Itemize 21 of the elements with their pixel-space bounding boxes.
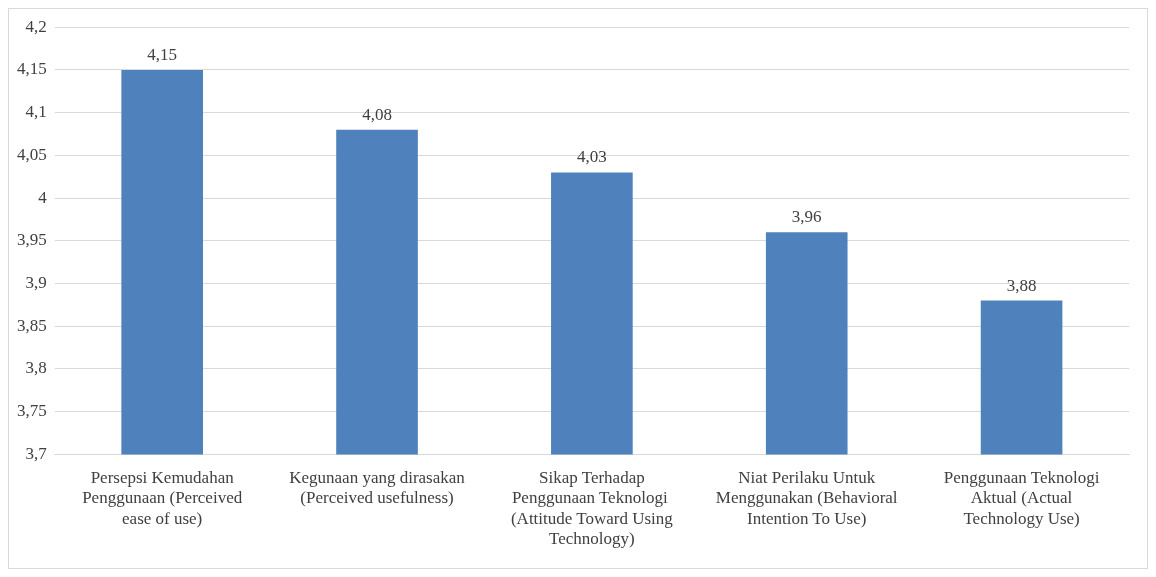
y-tick-label: 3,95 <box>17 230 47 250</box>
data-label: 4,08 <box>362 104 392 124</box>
y-tick-label: 4,15 <box>17 59 47 79</box>
y-tick-label: 4,2 <box>25 16 47 36</box>
data-label: 4,03 <box>577 147 607 167</box>
y-tick-label: 4,1 <box>25 102 47 122</box>
y-tick-label: 3,9 <box>25 272 47 292</box>
y-tick-label: 4,05 <box>17 144 47 164</box>
x-tick-label: Niat Perilaku Untuk Menggunakan (Behavioral Intention To Use) <box>715 468 898 528</box>
data-label: 3,96 <box>791 207 822 227</box>
y-tick-label: 3,8 <box>25 358 47 378</box>
data-label: 4,15 <box>147 44 178 64</box>
x-tick-label: Persepsi Kemudahan Penggunaan (Perceived ease of use) <box>82 468 243 528</box>
y-tick-label: 3,75 <box>17 401 47 421</box>
x-tick-label: Penggunaan Teknologi Aktual (Actual Technology Use) <box>943 468 1100 528</box>
y-tick-label: 3,85 <box>17 315 47 335</box>
x-tick-label: Kegunaan yang dirasakan (Perceived usefulness) <box>289 468 466 508</box>
y-tick-label: 4 <box>38 187 48 207</box>
x-tick-label: Sikap Terhadap Penggunaan Teknologi (Attitude Toward Using Technology) <box>510 468 674 549</box>
data-label: 3,88 <box>1006 275 1037 295</box>
y-tick-label: 3,7 <box>25 443 48 463</box>
